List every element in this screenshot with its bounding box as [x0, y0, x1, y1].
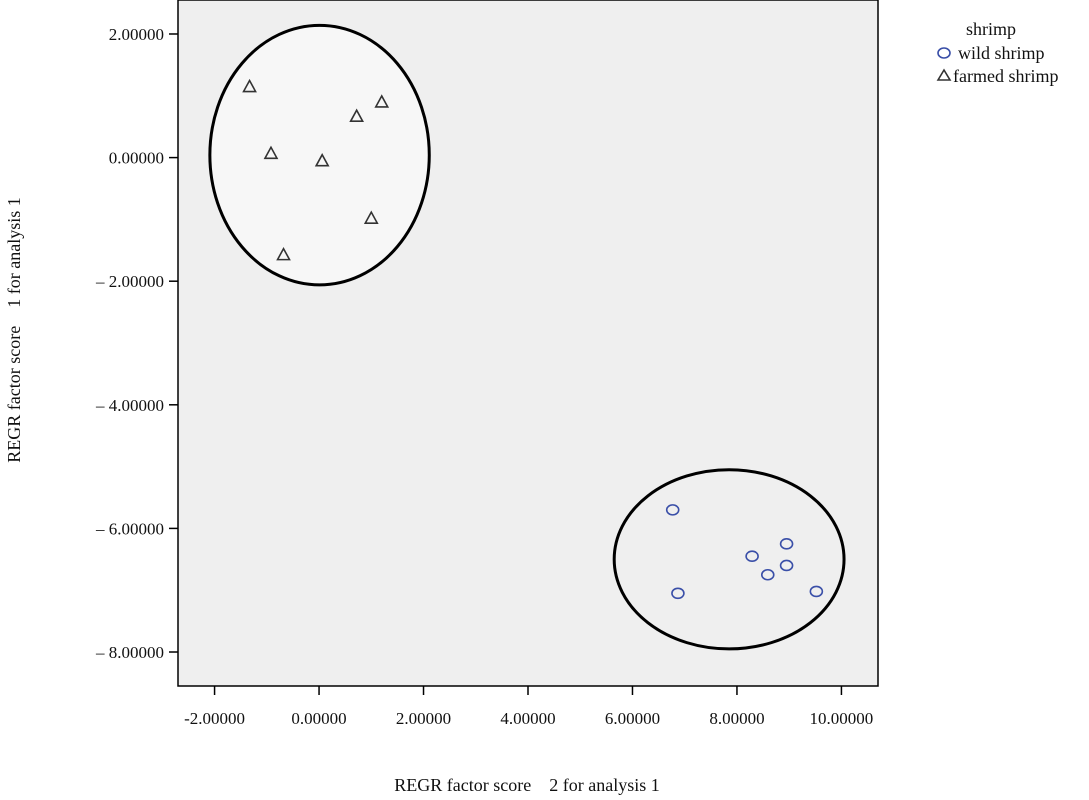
- y-tick-label: – 8.00000: [95, 643, 164, 662]
- point-farmed-shrimp: [363, 210, 379, 224]
- data-points: [242, 78, 824, 600]
- point-farmed-shrimp: [374, 94, 390, 108]
- point-farmed-shrimp: [349, 108, 365, 122]
- legend-item-wild-shrimp: wild shrimp: [937, 43, 1045, 63]
- y-tick-label: – 2.00000: [95, 272, 164, 291]
- legend-item-farmed-shrimp: farmed shrimp: [936, 66, 1058, 86]
- circle-marker-icon: [937, 47, 951, 59]
- x-tick-label: 6.00000: [605, 709, 660, 728]
- x-tick-label: 0.00000: [291, 709, 346, 728]
- y-axis: 2.00000 0.00000 – 2.00000 – 4.00000 – 6.0000…: [95, 25, 178, 662]
- x-tick-label: 8.00000: [709, 709, 764, 728]
- point-farmed-shrimp: [242, 78, 257, 93]
- point-wild-shrimp: [665, 504, 680, 516]
- cluster-ellipse-farmed-shrimp: [208, 23, 431, 287]
- point-wild-shrimp: [745, 550, 759, 563]
- y-tick-label: 2.00000: [109, 25, 164, 44]
- cluster-ellipse-wild-shrimp: [612, 468, 846, 651]
- x-axis-title: REGR factor score 2 for analysis 1: [394, 775, 659, 795]
- y-axis-title: REGR factor score 1 for analysis 1: [4, 197, 24, 462]
- point-wild-shrimp: [779, 559, 794, 572]
- cluster-ellipses: [208, 23, 846, 651]
- point-wild-shrimp: [809, 585, 824, 598]
- point-farmed-shrimp: [314, 153, 330, 167]
- x-tick-label: 2.00000: [396, 709, 451, 728]
- y-tick-label: 0.00000: [109, 149, 164, 168]
- point-wild-shrimp: [779, 538, 794, 550]
- point-wild-shrimp: [671, 587, 685, 600]
- y-tick-label: – 4.00000: [95, 396, 164, 415]
- x-axis: -2.00000 0.00000 2.00000 4.00000 6.00000 8.00…: [184, 686, 873, 728]
- x-tick-label: 4.00000: [500, 709, 555, 728]
- triangle-marker-icon: [936, 68, 952, 81]
- legend: shrimp wild shrimp farmed shrimp: [936, 19, 1058, 86]
- legend-label: farmed shrimp: [953, 66, 1058, 86]
- legend-title: shrimp: [966, 19, 1016, 39]
- legend-label: wild shrimp: [958, 43, 1045, 63]
- x-tick-label: 10.00000: [810, 709, 874, 728]
- point-wild-shrimp: [760, 568, 775, 581]
- point-farmed-shrimp: [263, 145, 279, 160]
- y-tick-label: – 6.00000: [95, 519, 164, 538]
- point-farmed-shrimp: [276, 246, 291, 261]
- x-tick-label: -2.00000: [184, 709, 245, 728]
